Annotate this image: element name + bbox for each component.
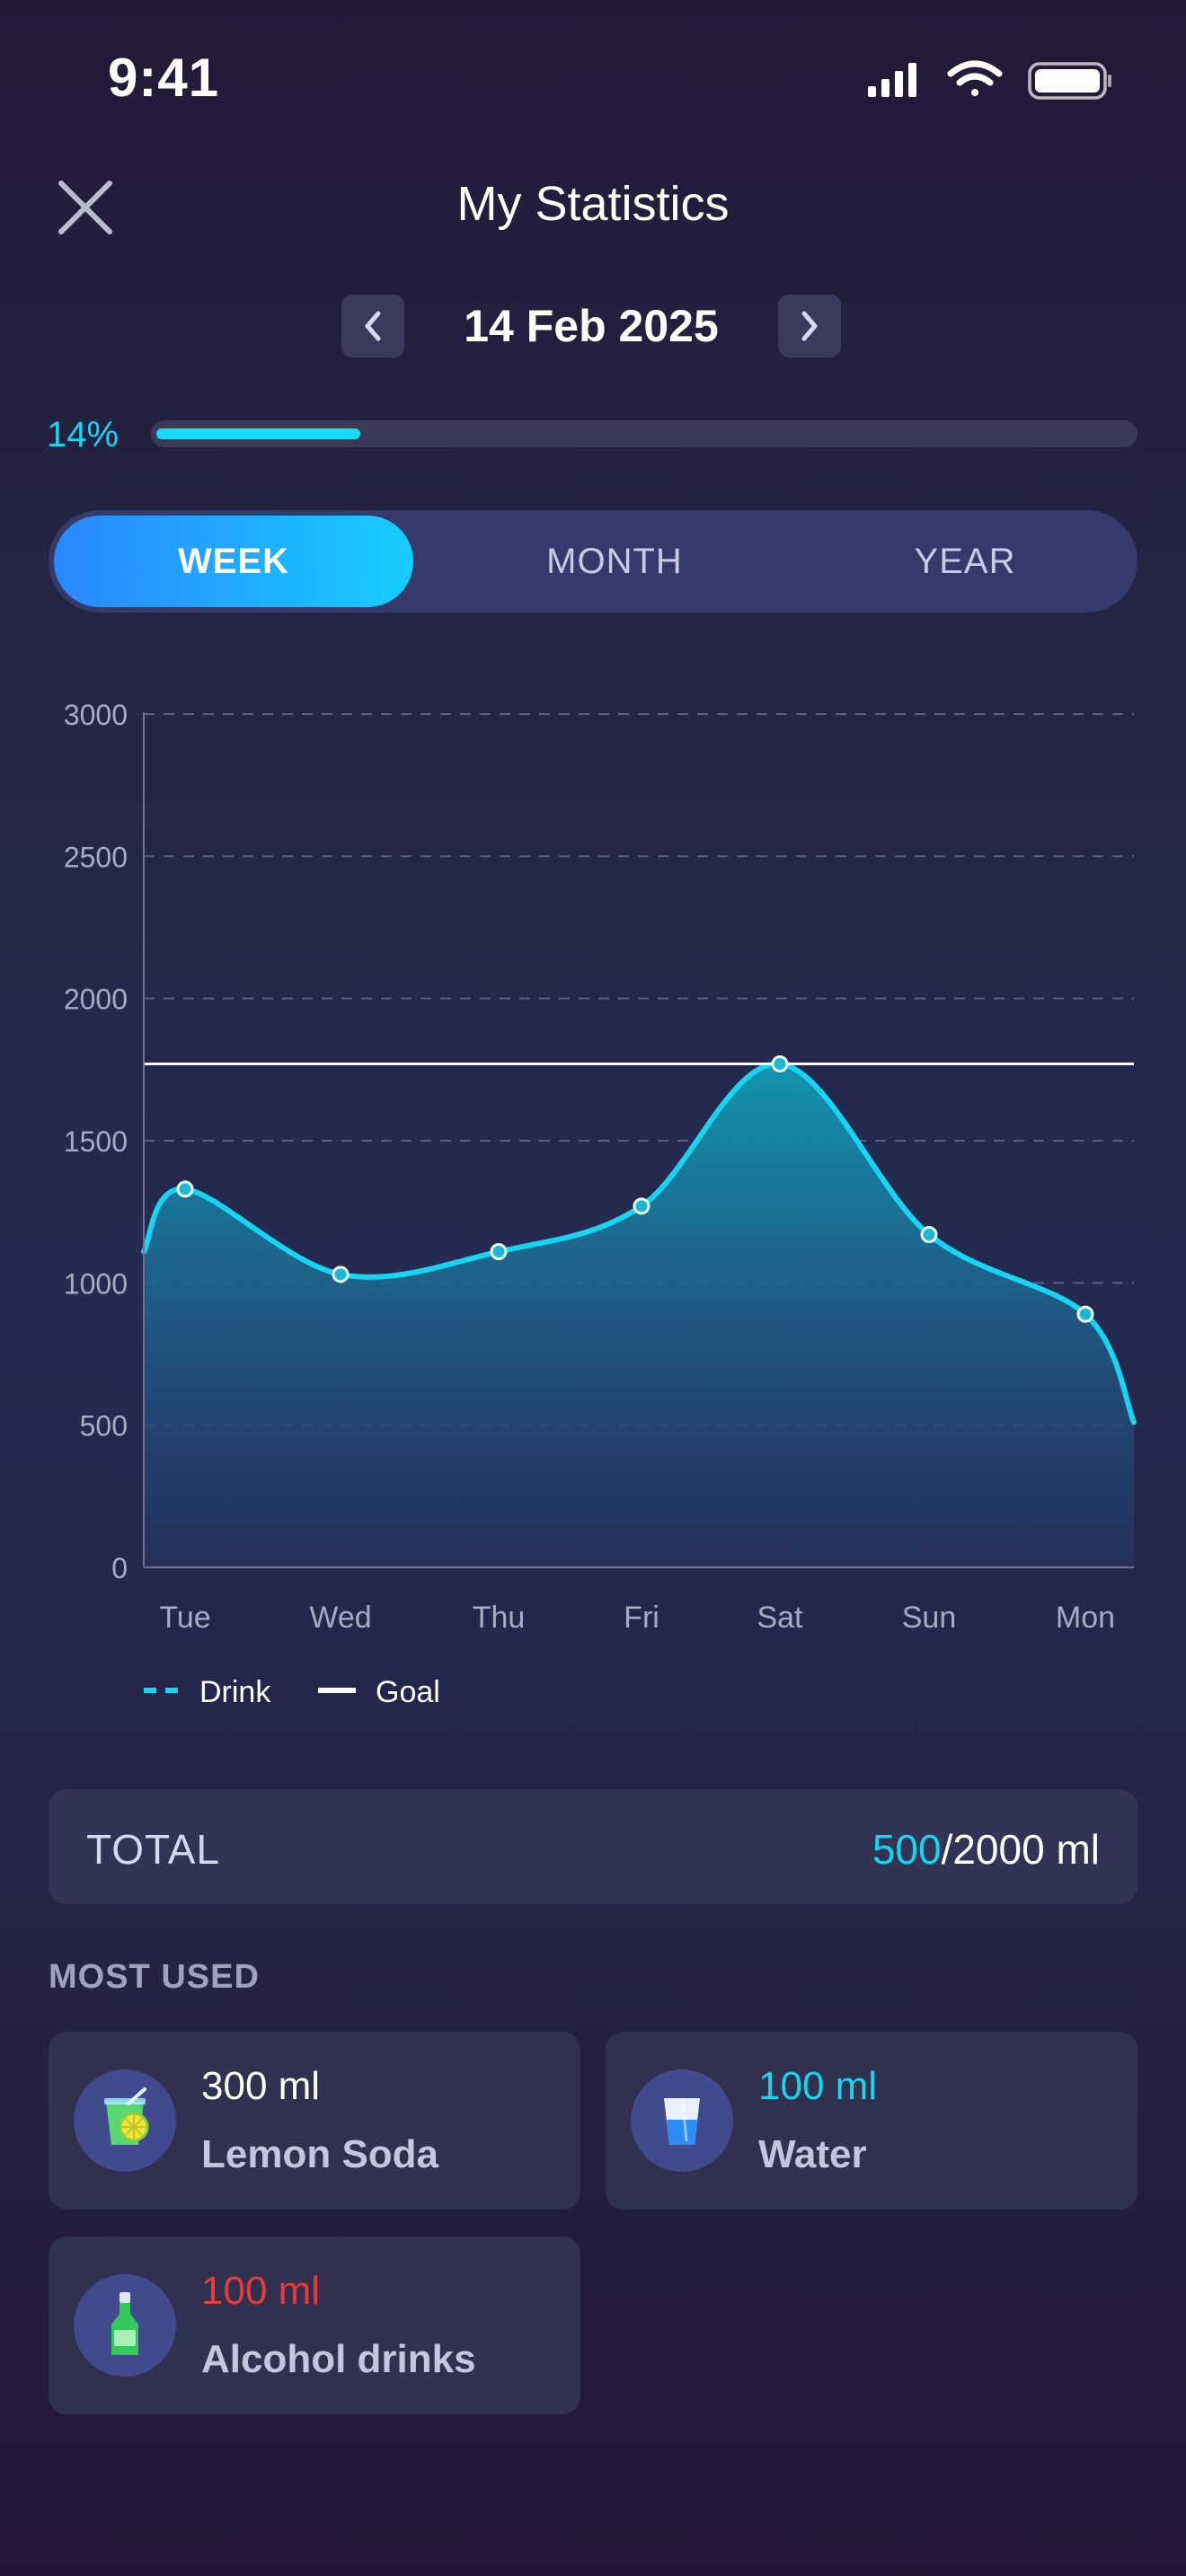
tab-month[interactable]: MONTH <box>546 541 683 581</box>
close-icon <box>58 181 112 234</box>
signal-icon <box>868 63 916 97</box>
water-glass-icon <box>664 2098 700 2145</box>
drink-card-alcohol[interactable]: 100 ml Alcohol drinks <box>49 2236 580 2414</box>
x-tick-label: Thu <box>473 1601 526 1635</box>
current-date: 14 Feb 2025 <box>464 301 719 351</box>
y-tick-label: 1000 <box>64 1267 128 1300</box>
most-used-heading: MOST USED <box>49 1958 260 1996</box>
drink-area <box>144 1063 1134 1567</box>
x-tick-label: Mon <box>1056 1601 1115 1635</box>
data-point <box>176 1180 194 1198</box>
x-tick-label: Sat <box>757 1601 803 1635</box>
data-point <box>771 1055 789 1072</box>
data-point <box>920 1226 938 1243</box>
drink-amount: 100 ml <box>758 2064 878 2108</box>
progress-percent: 14% <box>47 415 119 454</box>
page-title: My Statistics <box>456 177 730 231</box>
tab-week[interactable]: WEEK <box>54 516 413 607</box>
period-tabs: WEEK MONTH YEAR <box>49 510 1137 613</box>
drink-amount: 100 ml <box>201 2269 321 2313</box>
close-button[interactable] <box>54 176 117 239</box>
legend-drink: Drink <box>144 1675 271 1709</box>
drink-name: Alcohol drinks <box>201 2337 476 2381</box>
data-point <box>490 1243 508 1260</box>
tab-year[interactable]: YEAR <box>914 541 1016 581</box>
intake-chart: 0 500 1000 1500 2000 2500 3000 Tue Wed Thu Fri Sat S… <box>64 699 1137 1709</box>
total-card: TOTAL 500/2000 ml <box>49 1789 1137 1904</box>
battery-icon <box>1028 62 1111 100</box>
legend-goal: Goal <box>318 1675 440 1709</box>
y-tick-label: 2500 <box>64 841 128 873</box>
total-current: 500 <box>872 1826 942 1873</box>
previous-date-button[interactable] <box>341 295 404 357</box>
drink-name: Water <box>758 2132 867 2176</box>
status-icons <box>868 60 1111 100</box>
progress-bar <box>151 420 1137 447</box>
y-tick-label: 500 <box>80 1410 128 1442</box>
lemon-soda-icon <box>104 2087 149 2145</box>
drink-card-water[interactable]: 100 ml Water <box>606 2032 1137 2210</box>
data-point <box>633 1197 651 1215</box>
drink-name: Lemon Soda <box>201 2132 439 2176</box>
chevron-left-icon <box>365 311 381 341</box>
data-point <box>332 1266 350 1284</box>
total-label: TOTAL <box>86 1826 220 1873</box>
total-value: 500/2000 ml <box>872 1825 1100 1874</box>
y-tick-label: 2000 <box>64 984 128 1016</box>
icon-circle <box>74 2069 176 2172</box>
legend-goal-label: Goal <box>376 1675 440 1709</box>
chevron-right-icon <box>801 311 818 341</box>
total-goal: /2000 ml <box>941 1826 1100 1873</box>
legend-drink-label: Drink <box>199 1675 271 1709</box>
x-tick-label: Sun <box>902 1601 957 1635</box>
drink-line <box>141 1061 1137 1425</box>
x-tick-label: Tue <box>159 1601 210 1635</box>
x-tick-label: Wed <box>309 1601 371 1635</box>
y-tick-label: 1500 <box>64 1125 128 1158</box>
icon-circle <box>74 2274 176 2377</box>
progress-fill <box>156 428 360 439</box>
y-tick-label: 3000 <box>64 699 128 731</box>
next-date-button[interactable] <box>778 295 841 357</box>
bottle-icon <box>111 2292 138 2355</box>
x-tick-label: Fri <box>624 1601 659 1635</box>
drink-amount: 300 ml <box>201 2064 321 2108</box>
data-point <box>1076 1305 1094 1323</box>
y-tick-label: 0 <box>111 1552 128 1584</box>
drink-card-lemon-soda[interactable]: 300 ml Lemon Soda <box>49 2032 580 2210</box>
wifi-icon <box>947 60 1003 96</box>
icon-circle <box>631 2069 733 2172</box>
status-time: 9:41 <box>108 48 220 108</box>
